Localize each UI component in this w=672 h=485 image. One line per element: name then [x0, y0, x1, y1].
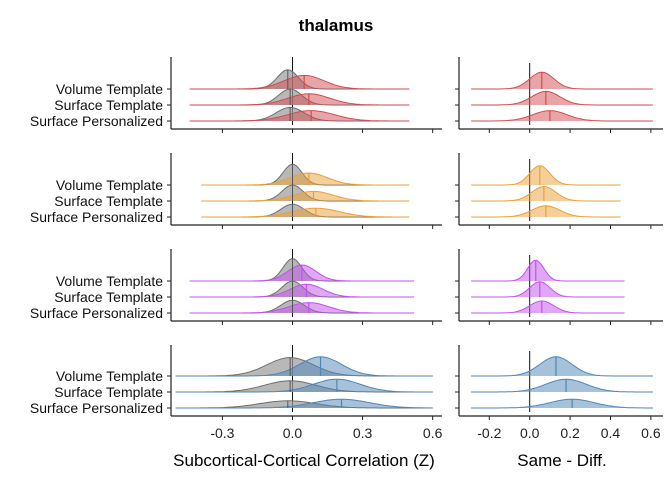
difference-density-fill: [471, 186, 621, 201]
x-tick-label: 0.4: [601, 425, 621, 441]
difference-density-fill: [471, 356, 653, 376]
y-tick-label: Surface Template: [54, 97, 163, 113]
difference-density-fill: [471, 72, 653, 89]
x-tick-label: 0.6: [641, 425, 661, 441]
group-density-fill: [175, 399, 433, 408]
group-density-line: [189, 74, 410, 90]
group-density-line: [201, 207, 410, 218]
difference-density-fill: [471, 301, 625, 313]
difference-density-line: [471, 110, 653, 122]
group-density-line: [189, 283, 414, 298]
difference-density-line: [471, 259, 625, 282]
y-tick-label: Surface Personalized: [30, 305, 163, 321]
x-tick-label: -0.3: [210, 425, 234, 441]
group-density-line: [201, 172, 410, 186]
group-density-fill: [201, 208, 410, 217]
group-density-fill: [175, 356, 433, 376]
group-density-fill: [201, 173, 410, 185]
group-density-line: [175, 356, 433, 377]
x-tick-label: -0.2: [477, 425, 501, 441]
difference-density-line: [471, 281, 625, 298]
group-density-fill: [201, 191, 410, 201]
difference-density-fill: [471, 165, 621, 185]
x-tick-label: 0.6: [423, 425, 443, 441]
group-density-line: [189, 93, 410, 106]
x-tick-label: 0.2: [560, 425, 580, 441]
x-axis-label-left: Subcortical-Cortical Correlation (Z): [173, 451, 435, 470]
difference-density-line: [471, 398, 653, 409]
difference-density-line: [471, 90, 653, 106]
group-density-fill: [175, 379, 433, 392]
x-tick-label: 0.0: [520, 425, 540, 441]
difference-density-line: [471, 356, 653, 377]
null-density-fill: [175, 380, 433, 392]
group-density-fill: [189, 93, 410, 105]
difference-density-fill: [471, 260, 625, 281]
y-tick-label: Volume Template: [56, 81, 163, 97]
group-density-fill: [189, 110, 410, 121]
group-density-line: [201, 190, 410, 202]
x-tick-label: 0.3: [353, 425, 373, 441]
y-tick-label: Volume Template: [56, 273, 163, 289]
group-density-line: [189, 110, 410, 122]
group-density-line: [175, 398, 433, 409]
y-tick-label: Surface Template: [54, 193, 163, 209]
difference-density-fill: [471, 110, 653, 121]
y-tick-label: Volume Template: [56, 177, 163, 193]
y-tick-label: Surface Template: [54, 384, 163, 400]
difference-density-line: [471, 300, 625, 314]
chart-title: thalamus: [299, 16, 374, 35]
group-density-fill: [189, 75, 410, 89]
y-tick-label: Surface Personalized: [30, 113, 163, 129]
group-density-line: [189, 302, 414, 314]
group-density-fill: [189, 302, 414, 313]
y-tick-label: Surface Personalized: [30, 400, 163, 416]
y-tick-label: Surface Template: [54, 289, 163, 305]
difference-density-line: [471, 71, 653, 90]
y-tick-label: Volume Template: [56, 368, 163, 384]
difference-density-line: [471, 186, 621, 202]
group-density-line: [175, 378, 433, 393]
x-axis-label-right: Same - Diff.: [517, 451, 606, 470]
group-density-fill: [189, 284, 414, 297]
difference-density-line: [471, 165, 621, 186]
difference-density-line: [471, 378, 653, 393]
difference-density-fill: [471, 281, 625, 297]
y-tick-label: Surface Personalized: [30, 209, 163, 225]
x-tick-label: 0.0: [283, 425, 303, 441]
difference-density-fill: [471, 379, 653, 392]
